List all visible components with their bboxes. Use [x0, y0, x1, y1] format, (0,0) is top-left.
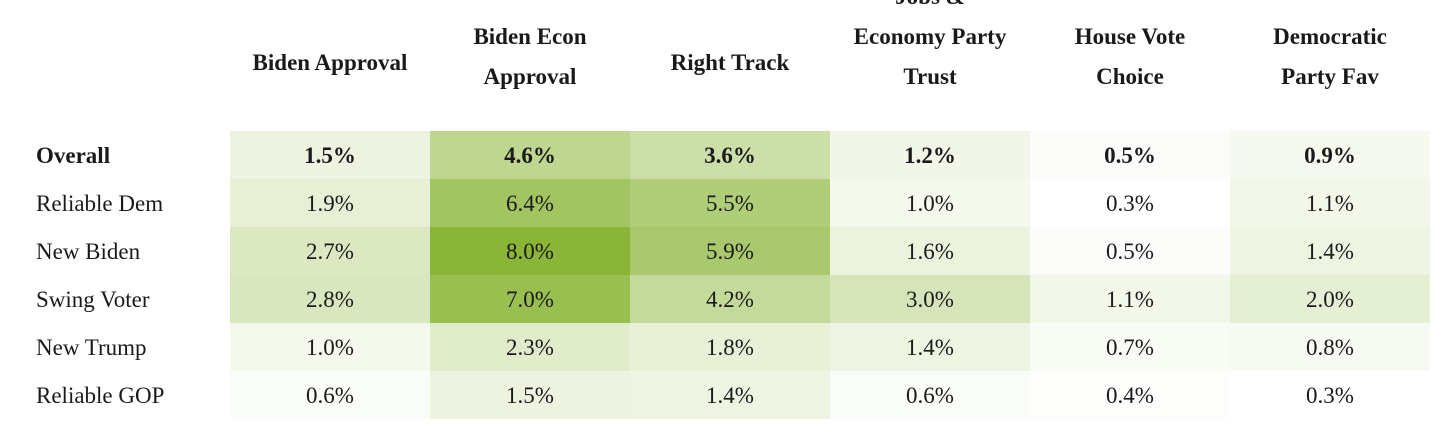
- heatmap-cell: [1030, 323, 1230, 371]
- heatmap-cell: [1230, 275, 1430, 323]
- cell-value-label: 1.1%: [1106, 287, 1154, 312]
- cell-value-label: 1.8%: [706, 335, 754, 360]
- row-label: New Trump: [36, 335, 147, 360]
- cell-value-label: 1.1%: [1306, 191, 1354, 216]
- column-header-0-line-0: Biden Approval: [253, 50, 408, 75]
- column-header-3-line-2: Trust: [903, 64, 957, 89]
- heatmap-cell: [830, 371, 1030, 419]
- cell-value-label: 3.0%: [906, 287, 954, 312]
- heatmap-cell: [430, 131, 630, 179]
- heatmap-cell: [430, 323, 630, 371]
- heatmap-cell: [1230, 179, 1430, 227]
- column-header-5-line-0: Democratic: [1273, 24, 1387, 49]
- cell-value-label: 3.6%: [704, 143, 756, 168]
- heatmap-cell: [630, 323, 830, 371]
- heatmap-cell: [430, 371, 630, 419]
- heatmap-cell: [1030, 275, 1230, 323]
- heatmap-cell: [230, 371, 430, 419]
- heatmap-cell: [430, 227, 630, 275]
- row-label: Reliable GOP: [36, 383, 164, 408]
- heatmap-cell: [630, 179, 830, 227]
- heatmap-cell: [630, 371, 830, 419]
- heatmap-cell: [230, 227, 430, 275]
- cell-value-label: 1.2%: [904, 143, 956, 168]
- heatmap-cell: [1230, 131, 1430, 179]
- cell-value-label: 1.5%: [506, 383, 554, 408]
- cell-value-label: 0.4%: [1106, 383, 1154, 408]
- column-header-2-line-0: Right Track: [671, 50, 790, 75]
- cell-value-label: 6.4%: [506, 191, 554, 216]
- heatmap-cell: [430, 179, 630, 227]
- cell-value-label: 2.0%: [1306, 287, 1354, 312]
- cell-value-label: 5.5%: [706, 191, 754, 216]
- cell-value-label: 0.8%: [1306, 335, 1354, 360]
- heatmap-cell: [630, 227, 830, 275]
- row-label: Overall: [36, 143, 110, 168]
- heatmap-cell: [230, 179, 430, 227]
- heatmap-cell: [830, 131, 1030, 179]
- heatmap-cell: [630, 131, 830, 179]
- cell-value-label: 0.7%: [1106, 335, 1154, 360]
- cell-value-label: 0.5%: [1104, 143, 1156, 168]
- heatmap-cells: 1.5% 4.6% 3.6% 1.2% 0.5% 0.9% 1.9% 6.4% 5.5% 1.0%…: [230, 131, 1430, 419]
- cell-value-label: 0.5%: [1106, 239, 1154, 264]
- cell-value-label: 2.8%: [306, 287, 354, 312]
- cell-value-label: 1.0%: [306, 335, 354, 360]
- cell-value-label: 1.4%: [706, 383, 754, 408]
- cell-value-label: 4.2%: [706, 287, 754, 312]
- heatmap-cell: [1230, 323, 1430, 371]
- heatmap-cell: [1230, 227, 1430, 275]
- cell-value-label: 7.0%: [506, 287, 554, 312]
- heatmap-cell: [630, 275, 830, 323]
- cell-value-label: 0.9%: [1304, 143, 1356, 168]
- heatmap-cell: [830, 227, 1030, 275]
- row-labels: Overall Reliable Dem New Biden Swing Voter N…: [36, 143, 164, 408]
- cell-value-label: 1.9%: [306, 191, 354, 216]
- heatmap-cell: [230, 275, 430, 323]
- cell-value-label: 2.7%: [306, 239, 354, 264]
- cell-value-label: 1.0%: [906, 191, 954, 216]
- heatmap-cell: [230, 131, 430, 179]
- column-headers: Biden Approval Biden Econ Approval Right Tr…: [253, 0, 1387, 89]
- cell-value-label: 1.5%: [304, 143, 356, 168]
- cell-value-label: 1.4%: [1306, 239, 1354, 264]
- column-header-4-line-1: Choice: [1096, 64, 1164, 89]
- heatmap-cell: [830, 179, 1030, 227]
- heatmap-cell: [430, 275, 630, 323]
- column-header-1-line-0: Biden Econ: [473, 24, 586, 49]
- heatmap-cell: [1030, 227, 1230, 275]
- cell-value-label: 1.4%: [906, 335, 954, 360]
- cell-value-label: 0.6%: [306, 383, 354, 408]
- heatmap-cell: [1030, 371, 1230, 419]
- cell-value-label: 0.6%: [906, 383, 954, 408]
- heatmap-cell: [1230, 371, 1430, 419]
- column-header-3-line-0: Jobs &: [895, 0, 965, 9]
- cell-value-label: 4.6%: [504, 143, 556, 168]
- column-header-5-line-1: Party Fav: [1281, 64, 1379, 89]
- column-header-3-line-1: Economy Party: [854, 24, 1007, 49]
- heatmap-cell: [1030, 131, 1230, 179]
- heatmap-cell: [830, 323, 1030, 371]
- heatmap-cell: [830, 275, 1030, 323]
- heatmap-cell: [230, 323, 430, 371]
- cell-value-label: 8.0%: [506, 239, 554, 264]
- cell-value-label: 0.3%: [1306, 383, 1354, 408]
- column-header-1-line-1: Approval: [484, 64, 577, 89]
- cell-value-label: 2.3%: [506, 335, 554, 360]
- column-header-4-line-0: House Vote: [1075, 24, 1186, 49]
- cell-value-label: 1.6%: [906, 239, 954, 264]
- row-label: New Biden: [36, 239, 141, 264]
- row-label: Swing Voter: [36, 287, 150, 312]
- cell-value-label: 5.9%: [706, 239, 754, 264]
- row-label: Reliable Dem: [36, 191, 163, 216]
- heatmap-cell: [1030, 179, 1230, 227]
- cell-value-label: 0.3%: [1106, 191, 1154, 216]
